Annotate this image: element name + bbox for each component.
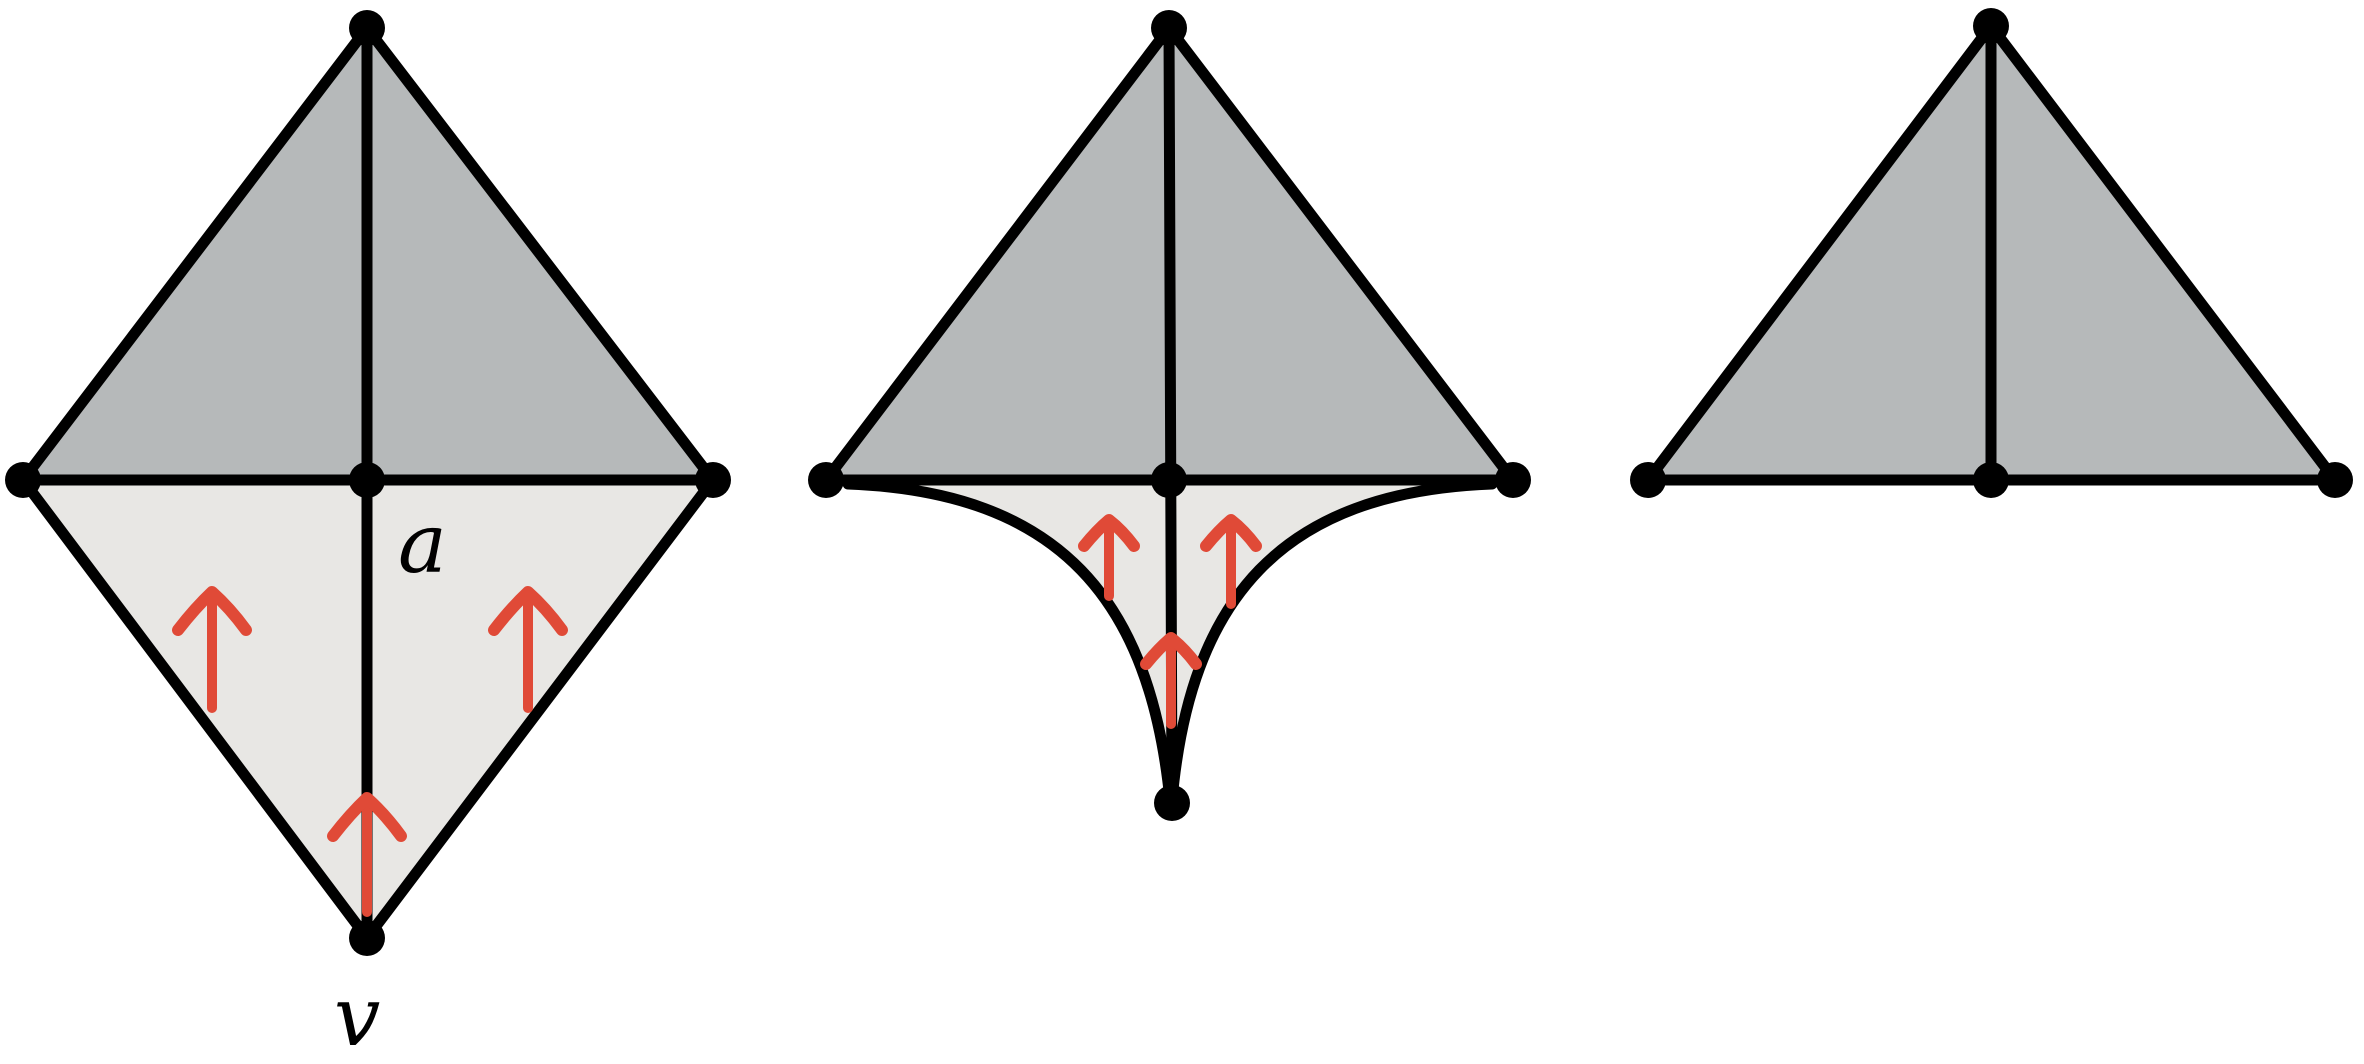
middle-edge-curve-right <box>1166 478 1498 806</box>
middle-edge-upper-left <box>820 22 1175 486</box>
left-edge-lower-right <box>361 474 719 944</box>
left-vertex-bottom-v <box>349 920 385 956</box>
middle-vertex-center <box>1151 462 1187 498</box>
middle-arrow-1 <box>1078 514 1140 601</box>
middle-arrow-2 <box>1200 514 1262 609</box>
right-vertex-top <box>1973 8 2009 44</box>
left-edge-upper-left <box>17 22 373 486</box>
left-vertex-right <box>695 462 731 498</box>
middle-arrow-3 <box>1140 632 1202 729</box>
panel-middle <box>808 10 1531 821</box>
right-edge-left <box>1642 20 1997 486</box>
middle-vertex-top <box>1151 10 1187 46</box>
middle-vertex-bottom <box>1154 785 1190 821</box>
middle-vertex-right <box>1495 462 1531 498</box>
left-arrow-1 <box>172 586 252 713</box>
label-a: a <box>398 497 447 592</box>
right-edge-right <box>1985 20 2341 486</box>
right-vertex-center <box>1973 462 2009 498</box>
left-edge-upper-right <box>361 22 719 486</box>
right-vertex-right <box>2317 462 2353 498</box>
right-vertex-left <box>1630 462 1666 498</box>
left-vertex-top <box>349 10 385 46</box>
left-vertex-left <box>5 462 41 498</box>
label-v: v <box>334 970 380 1064</box>
left-edge-lower-left <box>17 474 373 944</box>
left-vertex-center <box>349 462 385 498</box>
left-arrow-3 <box>327 792 407 917</box>
middle-edge-curve-left <box>842 478 1176 806</box>
middle-vertex-left <box>808 462 844 498</box>
middle-edge-upper-right <box>1163 22 1519 486</box>
panel-right <box>1630 8 2353 498</box>
panel-left: a v <box>5 10 731 1064</box>
left-arrow-2 <box>488 586 568 713</box>
